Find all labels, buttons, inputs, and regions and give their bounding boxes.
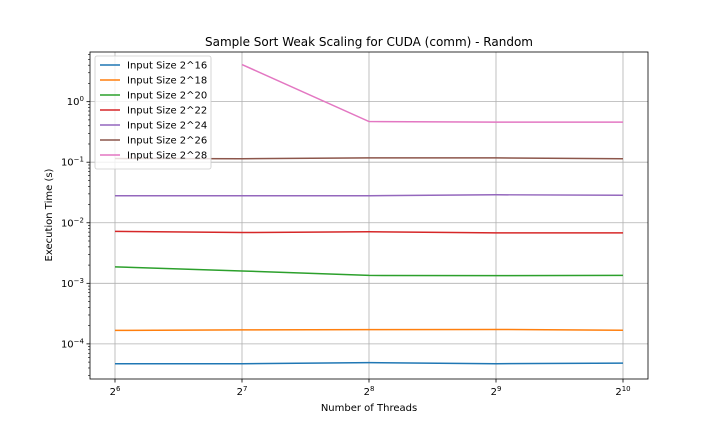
y-tick-label: 10−2 [61, 216, 84, 229]
x-tick-label: 29 [491, 385, 502, 398]
legend-box [94, 55, 212, 170]
series-line [114, 230, 623, 234]
x-tick-label: 26 [110, 385, 121, 398]
legend-label: Input Size 2^24 [127, 121, 207, 132]
x-tick-label: 28 [364, 385, 375, 398]
grid-lines [90, 52, 648, 379]
x-axis: 26 27 28 29 210 [110, 379, 631, 398]
legend-label: Input Size 2^20 [127, 91, 207, 102]
legend-label: Input Size 2^26 [127, 136, 207, 147]
y-tick-label: 100 [67, 95, 84, 108]
series-line [241, 63, 623, 123]
series-line [114, 266, 624, 277]
x-tick-label: 27 [237, 385, 248, 398]
chart-title: Sample Sort Weak Scaling for CUDA (comm)… [205, 35, 533, 49]
legend: Input Size 2^16 Input Size 2^18 Input Size… [94, 55, 212, 170]
y-tick-label: 10−1 [61, 156, 84, 169]
series-layer [114, 63, 624, 365]
y-tick-label: 10−4 [61, 337, 85, 350]
series-line [115, 194, 624, 197]
legend-label: Input Size 2^22 [127, 106, 207, 117]
y-axis-label: Execution Time (s) [44, 168, 55, 261]
y-axis: 10−4 10−3 10−2 10−1 100 [61, 54, 90, 376]
x-axis-label: Number of Threads [321, 403, 417, 414]
legend-label: Input Size 2^16 [127, 61, 207, 72]
legend-label: Input Size 2^28 [127, 151, 207, 162]
legend-label: Input Size 2^18 [127, 76, 207, 87]
x-tick-label: 210 [615, 385, 630, 398]
y-tick-label: 10−3 [61, 277, 84, 290]
series-line [115, 361, 624, 365]
series-line [114, 328, 624, 332]
